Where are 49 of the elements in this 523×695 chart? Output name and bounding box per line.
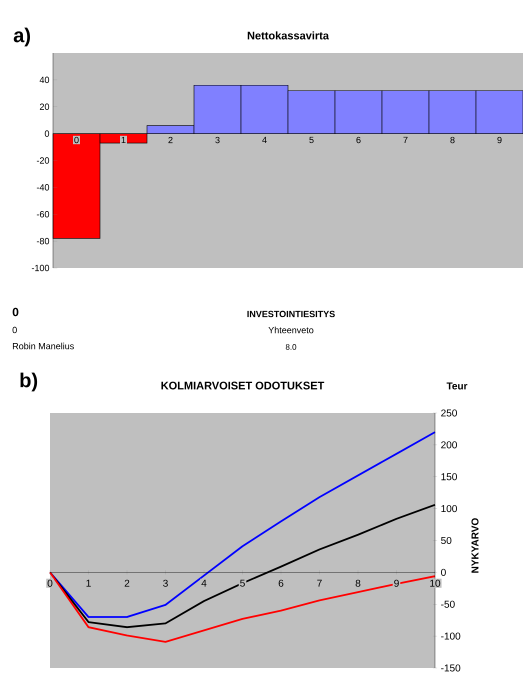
x-tick-label: 2 (124, 580, 130, 587)
x-tick-label: 4 (262, 136, 267, 144)
chart-title: KOLMIARVOISET ODOTUKSET (161, 382, 324, 390)
x-tick-label: 6 (356, 136, 360, 144)
x-tick-label: 9 (497, 136, 502, 144)
text: 0 (12, 308, 18, 316)
x-tick-label: 8 (450, 136, 454, 144)
y-tick-label: 20 (40, 104, 49, 110)
x-tick-label: 3 (162, 580, 168, 587)
x-tick-label: 8 (356, 580, 360, 587)
y-tick-label: 40 (40, 76, 49, 84)
text: b) (20, 372, 37, 392)
x-tick-label: 10 (430, 580, 440, 587)
x-tick-label: 7 (317, 580, 322, 587)
text: 8.0 (286, 344, 296, 350)
x-tick-label: 4 (201, 580, 206, 587)
text: 0 (12, 326, 17, 334)
y2-axis-title: NYKYARVO (471, 518, 478, 573)
text: Robin Manelius (12, 342, 74, 350)
x-tick-label: 2 (168, 136, 172, 144)
y-tick-label: 0 (44, 130, 49, 137)
x-tick-label: 5 (309, 136, 314, 144)
text: Yhteenveto (268, 326, 314, 334)
y2-tick-label: 50 (440, 536, 452, 544)
y2-tick-label: 250 (441, 409, 457, 417)
text: INVESTOINTIESITYS (247, 310, 335, 318)
x-tick-label: 1 (86, 580, 91, 587)
y2-tick-label: 150 (441, 473, 457, 480)
text: a) (14, 28, 30, 46)
y2-tick-label: -50 (440, 600, 455, 608)
chart-title: Nettokassavirta (248, 31, 329, 40)
x-tick-label: 0 (74, 136, 79, 144)
y-tick-label: -20 (36, 157, 49, 164)
y-tick-label: -60 (36, 211, 49, 218)
x-tick-label: 9 (394, 580, 399, 587)
y-tick-label: -100 (32, 264, 49, 272)
x-tick-label: 1 (122, 136, 126, 144)
x-tick-label: 7 (403, 136, 408, 144)
y-tick-label: -40 (36, 184, 49, 191)
y-tick-label: -80 (36, 238, 49, 244)
x-tick-label: 5 (240, 580, 245, 587)
y2-tick-label: 200 (441, 441, 457, 448)
y2-tick-label: 0 (440, 568, 446, 576)
x-tick-label: 6 (278, 580, 284, 587)
text: Teur (446, 382, 468, 390)
y2-tick-label: -150 (440, 664, 460, 672)
x-tick-label: 3 (215, 136, 220, 144)
y2-tick-label: -100 (440, 632, 460, 640)
y2-tick-label: 100 (441, 505, 457, 512)
